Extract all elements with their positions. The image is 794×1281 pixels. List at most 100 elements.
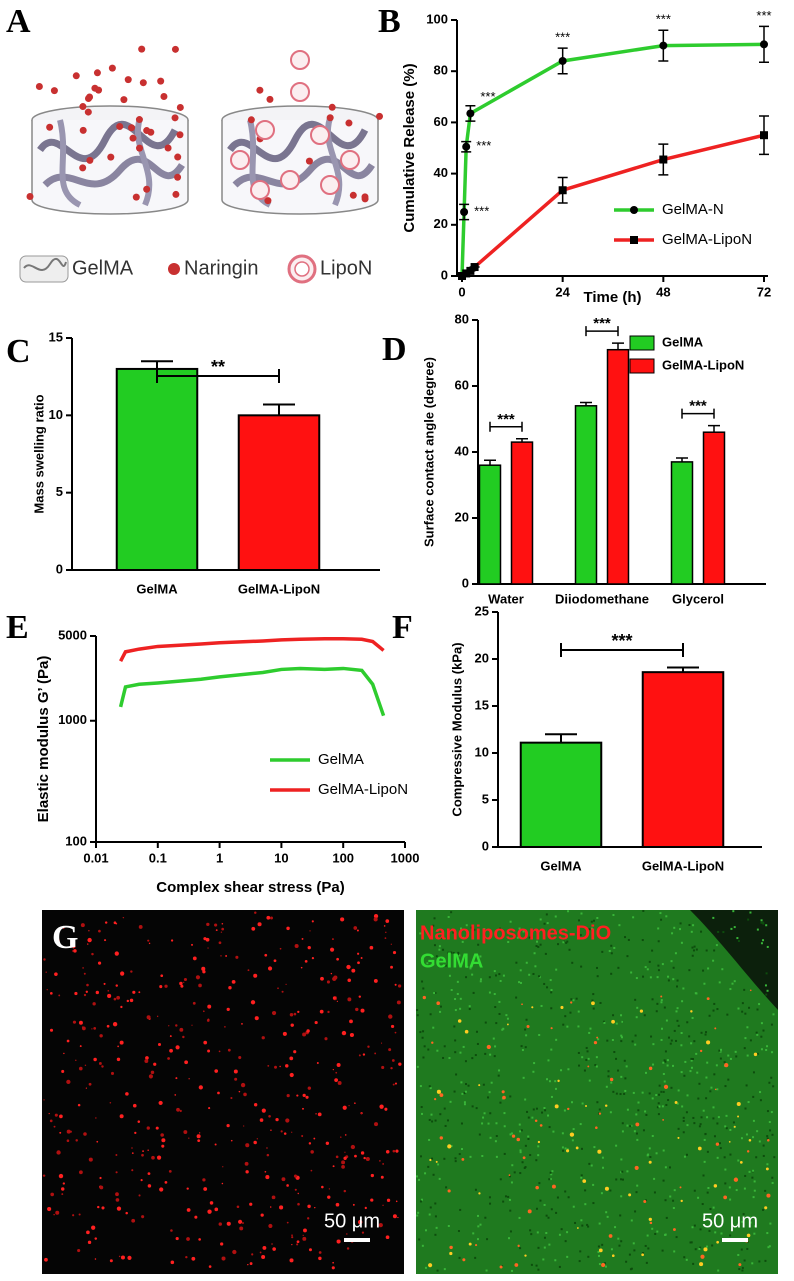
noise (566, 1231, 569, 1234)
noise (711, 1244, 714, 1247)
noise (484, 1052, 487, 1055)
noise (766, 989, 769, 992)
x-tick-label: 10 (274, 850, 288, 865)
noise (592, 1007, 595, 1010)
noise (590, 927, 593, 930)
noise (561, 1132, 564, 1135)
noise (690, 1042, 693, 1045)
dot (290, 1023, 294, 1027)
noise (615, 1178, 618, 1181)
noise (684, 1060, 687, 1063)
noise (502, 1027, 505, 1030)
dot (176, 131, 184, 139)
noise (634, 1043, 637, 1046)
noise (502, 1200, 505, 1203)
noise (489, 1202, 492, 1205)
noise (439, 937, 442, 940)
noise (681, 1000, 684, 1003)
noise (578, 1064, 581, 1067)
significance-bracket (489, 421, 523, 432)
noise (509, 1133, 512, 1136)
noise (613, 946, 616, 949)
dot (232, 1249, 237, 1255)
significance: *** (593, 315, 611, 332)
noise (535, 1207, 538, 1210)
legend-text: GelMA-LipoN (662, 357, 744, 372)
x-tick-label: 100 (332, 850, 354, 865)
error-bar (484, 459, 496, 466)
noise (493, 970, 496, 973)
panel-letter: F (392, 609, 413, 646)
noise (624, 1077, 627, 1080)
noise (661, 1105, 664, 1108)
noise (650, 1035, 653, 1038)
noise (461, 1092, 464, 1095)
dot (679, 1186, 682, 1189)
noise (424, 1229, 427, 1232)
dot (293, 1012, 297, 1016)
dot (126, 999, 130, 1003)
noise (580, 1176, 583, 1179)
noise (651, 1097, 654, 1100)
dot (26, 193, 34, 201)
noise (651, 998, 654, 1001)
noise (746, 1026, 749, 1029)
noise (704, 1133, 707, 1136)
dot (54, 1113, 58, 1117)
dot (145, 1056, 149, 1060)
noise (474, 1188, 477, 1191)
noise (524, 1028, 527, 1031)
noise (617, 966, 620, 969)
noise (479, 955, 482, 958)
noise (452, 951, 455, 954)
dot (335, 1155, 339, 1159)
dot (478, 1192, 481, 1195)
noise (566, 1255, 569, 1258)
dot (330, 947, 335, 952)
noise (741, 1010, 744, 1013)
noise (419, 1155, 422, 1158)
noise (543, 1203, 546, 1206)
dot (49, 991, 53, 995)
noise (648, 1092, 651, 1095)
dot (386, 1198, 391, 1203)
dot (206, 922, 210, 927)
dot (308, 1142, 312, 1145)
noise (476, 1042, 479, 1045)
noise (743, 1259, 746, 1262)
noise (747, 1101, 750, 1104)
dot (379, 1104, 384, 1109)
dot (138, 45, 146, 53)
noise (699, 1123, 702, 1126)
noise (737, 1007, 740, 1010)
noise (606, 1215, 609, 1218)
noise (574, 1221, 577, 1224)
noise (521, 1161, 524, 1164)
dot (289, 1258, 294, 1263)
bar (702, 431, 726, 585)
noise (432, 924, 435, 927)
dot (182, 1035, 185, 1039)
dot (514, 1263, 519, 1267)
noise (489, 1053, 492, 1056)
noise (755, 1156, 758, 1159)
y-tick-label: 60 (434, 114, 448, 129)
noise (543, 1246, 546, 1249)
noise (602, 1020, 605, 1023)
dot (587, 1065, 590, 1068)
noise (645, 1261, 648, 1264)
dot (172, 190, 180, 198)
dot (59, 1114, 63, 1119)
dot (186, 1187, 189, 1190)
dot (227, 1048, 231, 1052)
line (119, 636, 385, 662)
dot (378, 1222, 383, 1228)
dot (331, 1266, 335, 1270)
noise (457, 1230, 460, 1233)
noise (419, 1031, 422, 1034)
dot (382, 1204, 384, 1207)
noise (703, 1138, 706, 1141)
dot (332, 1069, 334, 1071)
noise (519, 1130, 522, 1133)
dot (397, 984, 402, 988)
